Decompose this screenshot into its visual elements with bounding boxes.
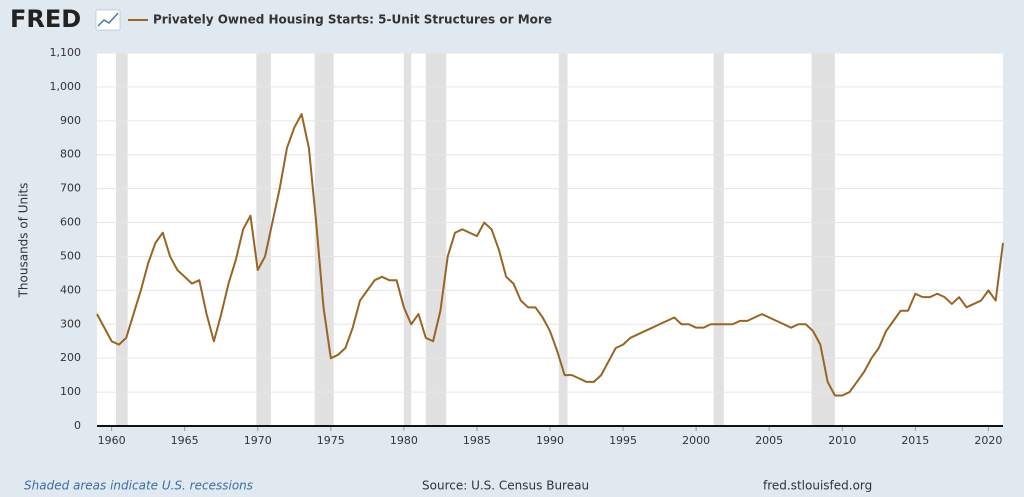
y-tick-label: 1,100 — [50, 46, 82, 59]
y-tick-label: 0 — [74, 419, 81, 432]
y-tick-label: 200 — [60, 351, 81, 364]
y-tick-label: 400 — [60, 283, 81, 296]
recession-band — [115, 53, 128, 426]
y-tick-label: 700 — [60, 182, 81, 195]
x-tick-label: 1960 — [98, 434, 126, 447]
source: Source: U.S. Census Bureau — [422, 479, 589, 493]
x-tick-label: 2005 — [755, 434, 783, 447]
recession-band — [558, 53, 568, 426]
series-line — [96, 113, 1004, 397]
recession-band — [256, 53, 271, 426]
x-tick-label: 1975 — [317, 434, 345, 447]
y-tick-label: 800 — [60, 148, 81, 161]
x-tick-label: 1965 — [171, 434, 199, 447]
y-axis-label: Thousands of Units — [17, 183, 31, 299]
x-tick-label: 2010 — [828, 434, 856, 447]
y-tick-label: 300 — [60, 317, 81, 330]
site-link[interactable]: fred.stlouisfed.org — [763, 479, 872, 493]
x-tick-label: 1995 — [609, 434, 637, 447]
y-tick-label: 100 — [60, 385, 81, 398]
y-tick-label: 900 — [60, 114, 81, 127]
x-tick-label: 1985 — [463, 434, 491, 447]
x-tick-label: 1970 — [244, 434, 272, 447]
x-tick-label: 2015 — [901, 434, 929, 447]
logo-icon — [95, 9, 121, 31]
x-tick-label: 1990 — [536, 434, 564, 447]
recession-band — [811, 53, 835, 426]
logo: FRED — [10, 5, 81, 33]
x-tick-label: 2000 — [682, 434, 710, 447]
plot-area — [97, 53, 1003, 426]
recession-band — [713, 53, 724, 426]
recession-band — [314, 53, 334, 426]
y-tick-label: 500 — [60, 249, 81, 262]
recession-band — [425, 53, 447, 426]
legend-entry: Privately Owned Housing Starts: 5-Unit S… — [153, 13, 552, 27]
x-tick-label: 2020 — [974, 434, 1002, 447]
recession-note[interactable]: Shaded areas indicate U.S. recessions — [24, 479, 253, 493]
y-tick-label: 1,000 — [50, 80, 82, 93]
y-tick-label: 600 — [60, 216, 81, 229]
recession-band — [403, 53, 412, 426]
x-tick-label: 1980 — [390, 434, 418, 447]
